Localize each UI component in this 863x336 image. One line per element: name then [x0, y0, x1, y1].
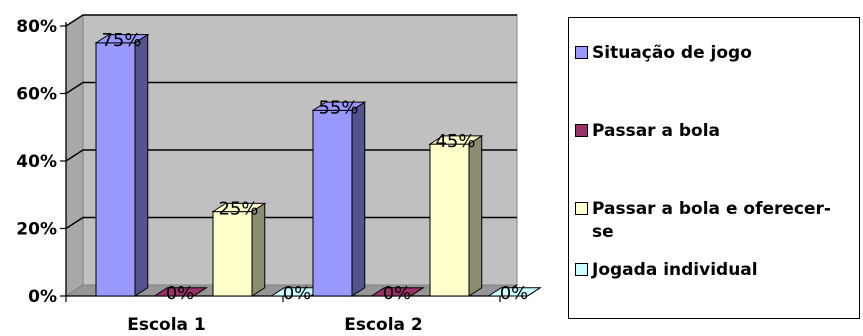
- bar-side: [468, 134, 483, 297]
- bar-side: [251, 202, 266, 297]
- bar-side: [527, 287, 541, 297]
- chart: 0% 20% 40% 60% 80% 75% 0% 25% 0% Escola 1 55% 0% 45%…: [16, 14, 542, 335]
- legend: Situação de jogo Passar a bola Passar a …: [568, 17, 860, 319]
- legend-label: Situação de jogo: [592, 43, 752, 63]
- legend-item-jogada-individual: Jogada individual: [575, 259, 842, 282]
- legend-swatch: [575, 124, 588, 137]
- y-tick-label: 80%: [16, 17, 57, 37]
- y-tick-label: 20%: [16, 220, 57, 240]
- legend-swatch: [575, 202, 588, 215]
- bar-side: [134, 33, 149, 297]
- data-label: 55%: [318, 97, 358, 118]
- legend-item-situacao-de-jogo: Situação de jogo: [575, 42, 842, 65]
- x-tick-label: Escola 2: [344, 315, 423, 335]
- bar-side: [193, 287, 207, 297]
- legend-swatch: [575, 46, 588, 59]
- legend-label: Jogada individual: [592, 260, 758, 280]
- y-tick-label: 60%: [16, 85, 57, 105]
- gridline: [65, 216, 517, 230]
- x-tick-label: Escola 1: [127, 315, 206, 335]
- data-label: 0%: [500, 283, 529, 304]
- legend-item-passar-a-bola-e-oferecer-se: Passar a bola e oferecer-se: [575, 198, 842, 244]
- bar: [95, 42, 136, 297]
- gridline: [65, 81, 517, 95]
- legend-item-passar-a-bola: Passar a bola: [575, 120, 842, 143]
- data-label: 25%: [218, 199, 258, 220]
- data-label: 0%: [283, 283, 312, 304]
- gridline: [65, 149, 517, 162]
- data-label: 0%: [383, 283, 412, 304]
- y-tick-label: 0%: [28, 287, 57, 307]
- y-tick-label: 40%: [16, 152, 57, 172]
- bar-side: [351, 101, 366, 297]
- data-label: 75%: [101, 30, 141, 51]
- bar: [312, 109, 353, 297]
- bar: [429, 143, 470, 297]
- legend-label: Passar a bola: [592, 121, 721, 141]
- data-label: 0%: [166, 283, 195, 304]
- bar-side: [410, 287, 424, 297]
- data-label: 45%: [435, 131, 475, 152]
- legend-label: Passar a bola e oferecer-se: [592, 199, 831, 242]
- legend-swatch: [575, 263, 588, 276]
- bar: [212, 211, 253, 297]
- gridline: [65, 14, 517, 27]
